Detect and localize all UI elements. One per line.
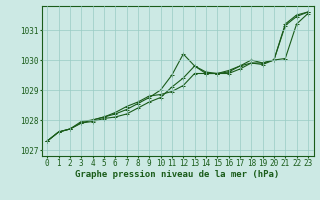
X-axis label: Graphe pression niveau de la mer (hPa): Graphe pression niveau de la mer (hPa) — [76, 170, 280, 179]
